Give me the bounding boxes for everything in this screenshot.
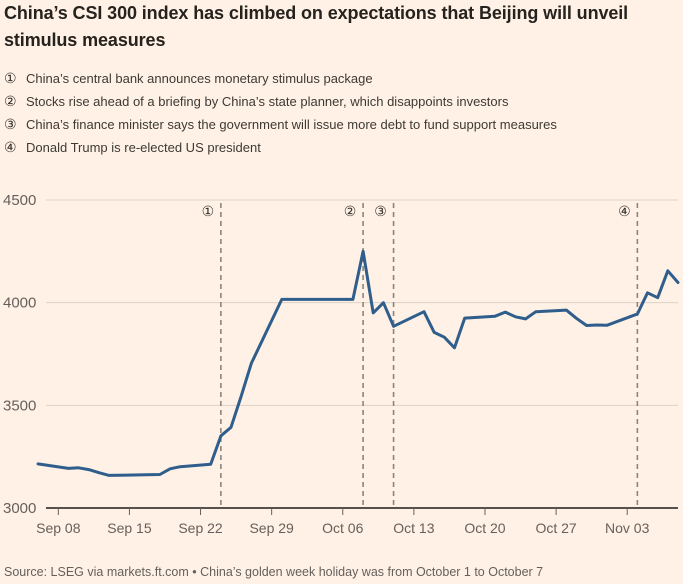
x-tick-label: Sep 29	[249, 520, 294, 536]
x-tick-label: Sep 22	[178, 520, 223, 536]
event-marker-label: ①	[202, 203, 215, 219]
annotation-text-3: China’s finance minister says the govern…	[26, 117, 557, 132]
y-tick-label: 4500	[3, 192, 36, 209]
x-tick-label: Oct 20	[464, 520, 505, 536]
series-line	[36, 249, 680, 477]
circled-1-icon: ①	[4, 70, 17, 86]
y-tick-label: 3000	[3, 500, 36, 517]
line-chart: 3000 3500 4000 4500 Sep 08 Sep 15 Sep 22 Sep 29…	[3, 192, 680, 536]
annotation-item-4: ④ Donald Trump is re-elected US presiden…	[4, 139, 676, 162]
annotation-item-3: ③ China’s finance minister says the gove…	[4, 116, 676, 139]
circled-3-icon: ③	[4, 116, 17, 132]
event-marker-label: ③	[374, 203, 387, 219]
event-marker-label: ②	[344, 203, 357, 219]
annotation-item-2: ② Stocks rise ahead of a briefing by Chi…	[4, 93, 676, 116]
annotation-text-2: Stocks rise ahead of a briefing by China…	[26, 94, 509, 109]
x-tick-label: Sep 15	[107, 520, 152, 536]
circled-2-icon: ②	[4, 93, 17, 109]
x-tick-label: Oct 06	[322, 520, 363, 536]
annotation-text-1: China’s central bank announces monetary …	[26, 71, 373, 86]
chart-headline: China’s CSI 300 index has climbed on exp…	[4, 3, 629, 50]
y-tick-label: 3500	[3, 397, 36, 414]
event-marker-label: ④	[618, 203, 631, 219]
annotation-list: ① China’s central bank announces monetar…	[4, 70, 676, 162]
source-note: Source: LSEG via markets.ft.com • China’…	[4, 565, 544, 579]
circled-4-icon: ④	[4, 139, 17, 155]
x-tick-label: Sep 08	[36, 520, 81, 536]
annotation-text-4: Donald Trump is re-elected US president	[26, 140, 261, 155]
x-tick-label: Nov 03	[605, 520, 650, 536]
y-tick-label: 4000	[3, 295, 36, 312]
x-tick-label: Oct 27	[535, 520, 576, 536]
x-tick-label: Oct 13	[393, 520, 434, 536]
annotation-item-1: ① China’s central bank announces monetar…	[4, 70, 676, 93]
